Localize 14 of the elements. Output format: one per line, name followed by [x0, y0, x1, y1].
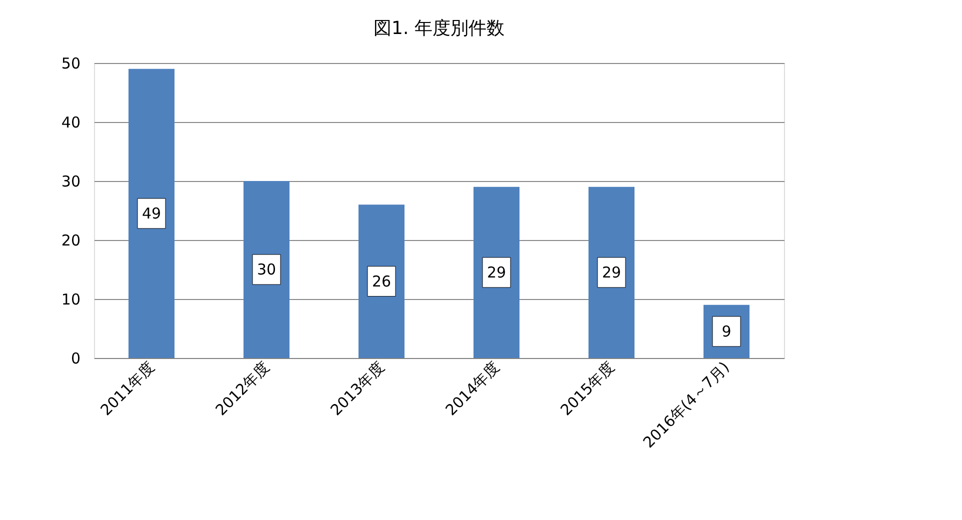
y-tick-label: 0 [70, 350, 80, 368]
y-tick-label: 30 [61, 172, 80, 190]
y-tick-label: 10 [61, 290, 80, 308]
y-tick-label: 50 [61, 54, 80, 72]
chart-title: 図1. 年度別件数 [374, 18, 504, 39]
bar [128, 68, 174, 358]
data-label: 9 [722, 322, 732, 340]
data-label: 29 [602, 263, 622, 282]
data-label: 49 [142, 204, 162, 222]
y-tick-label: 40 [61, 114, 80, 132]
y-tick-label: 20 [61, 232, 80, 250]
data-label: 30 [256, 260, 276, 278]
data-label: 26 [372, 272, 392, 290]
data-label: 29 [486, 263, 506, 282]
